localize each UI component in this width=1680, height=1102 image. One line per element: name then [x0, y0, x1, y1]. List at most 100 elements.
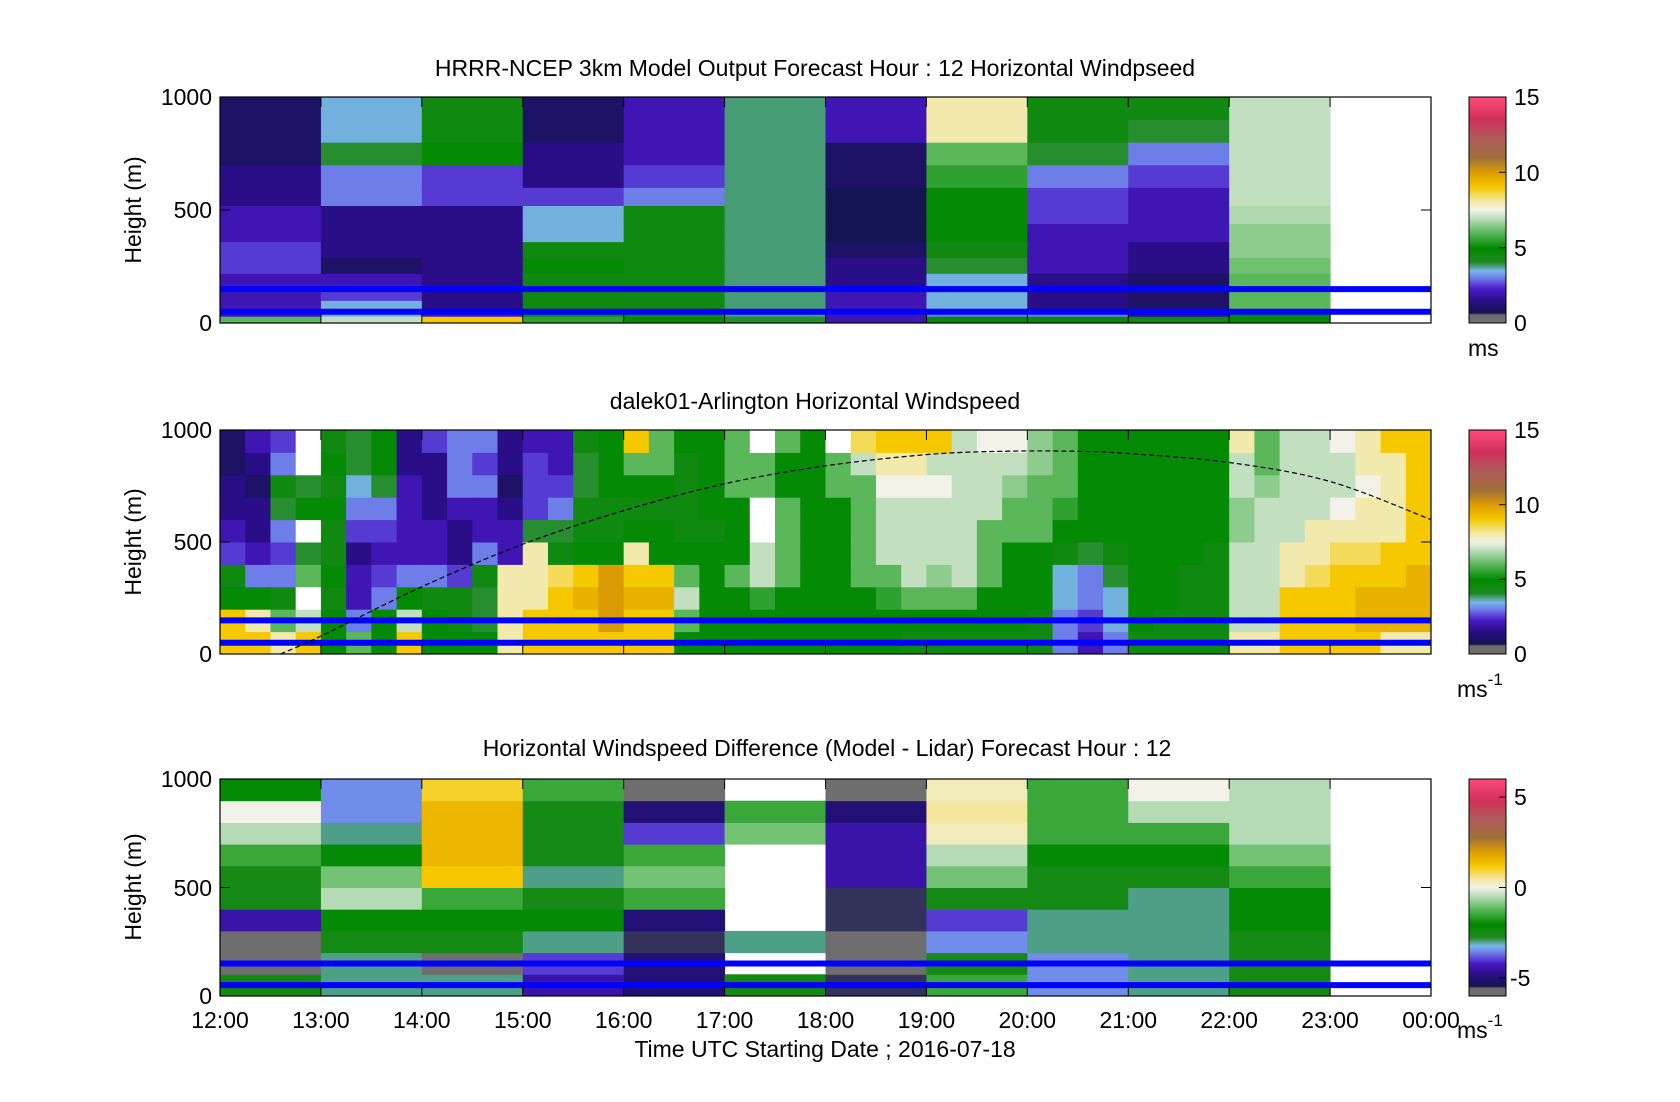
- heatmap-cell: [1229, 241, 1331, 258]
- heatmap-cell: [1229, 257, 1331, 274]
- heatmap-cell: [220, 430, 246, 453]
- heatmap-cell: [320, 142, 423, 166]
- heatmap-cell: [1279, 430, 1306, 453]
- heatmap-cell: [623, 887, 726, 910]
- heatmap-cell: [346, 542, 372, 565]
- heatmap-cell: [573, 586, 599, 610]
- heatmap-cell: [472, 497, 499, 521]
- heatmap-cell: [447, 542, 473, 565]
- heatmap-cell: [724, 430, 751, 453]
- heatmap-cell: [926, 205, 1028, 225]
- heatmap-cell: [1229, 142, 1331, 166]
- heatmap-cell: [674, 564, 700, 588]
- heatmap-cell: [825, 822, 927, 845]
- heatmap-cell: [396, 564, 423, 588]
- heatmap-cell: [421, 97, 524, 121]
- heatmap-cell: [522, 164, 625, 188]
- heatmap-cell: [1304, 497, 1331, 521]
- heatmap-cell: [1128, 909, 1230, 932]
- heatmap-cell: [421, 474, 448, 498]
- heatmap-cell: [1229, 300, 1331, 310]
- heatmap-cell: [850, 497, 877, 521]
- heatmap-cell: [926, 586, 953, 610]
- heatmap-cell: [926, 865, 1028, 888]
- heatmap-cell: [522, 223, 625, 243]
- x-tick-label: 21:00: [1099, 1007, 1157, 1033]
- heatmap-cell: [346, 497, 372, 521]
- colorbar-tick-label: 15: [1514, 417, 1540, 443]
- heatmap-cell: [220, 779, 322, 802]
- heatmap-cell: [320, 241, 423, 258]
- heatmap-cell: [295, 542, 322, 565]
- heatmap-cell: [976, 519, 1003, 543]
- heatmap-cell: [775, 542, 801, 565]
- x-tick-label: 15:00: [494, 1007, 552, 1033]
- heatmap-cell: [421, 119, 524, 143]
- heatmap-cell: [825, 800, 927, 823]
- heatmap-cell: [522, 800, 625, 823]
- heatmap-cell: [775, 430, 801, 453]
- heatmap-cell: [926, 187, 1028, 206]
- colorbar-unit-sup: -1: [1488, 670, 1503, 689]
- heatmap-cell: [421, 142, 524, 166]
- heatmap-cell: [1279, 586, 1306, 610]
- heatmap-cell: [547, 542, 574, 565]
- heatmap-cell: [825, 205, 927, 225]
- heatmap-cell: [522, 909, 625, 932]
- heatmap-cell: [800, 474, 826, 498]
- heatmap-cell: [825, 474, 852, 498]
- heatmap-cell: [1128, 119, 1230, 143]
- heatmap-cell: [1027, 223, 1129, 243]
- heatmap-cell: [648, 586, 675, 610]
- heatmap-cell: [1304, 542, 1331, 565]
- heatmap-cell: [1254, 519, 1281, 543]
- panel-difference: Horizontal Windspeed Difference (Model -…: [120, 735, 1530, 1062]
- heatmap-cell: [1405, 497, 1432, 521]
- heatmap-cell: [1304, 474, 1331, 498]
- heatmap-cell: [295, 430, 322, 453]
- heatmap-cell: [522, 822, 625, 845]
- heatmap-cell: [724, 205, 826, 225]
- heatmap-cell: [1229, 519, 1255, 543]
- heatmap-cell: [699, 542, 726, 565]
- heatmap-cell: [1254, 430, 1281, 453]
- heatmap-cell: [320, 909, 423, 932]
- heatmap-cell: [522, 930, 625, 954]
- heatmap-cell: [775, 474, 801, 498]
- heatmap-cell: [421, 205, 524, 225]
- heatmap-cell: [547, 586, 574, 610]
- heatmap-cell: [245, 564, 271, 588]
- heatmap-cell: [1128, 887, 1230, 910]
- heatmap-cell: [1027, 187, 1129, 206]
- heatmap-cell: [825, 779, 927, 802]
- heatmap-cell: [1254, 474, 1281, 498]
- heatmap-cell: [497, 564, 524, 588]
- heatmap-cell: [1203, 474, 1230, 498]
- heatmap-cell: [623, 452, 650, 476]
- heatmap-cell: [724, 164, 826, 188]
- heatmap-cell: [724, 452, 751, 476]
- heatmap-cell: [1229, 542, 1255, 565]
- heatmap-cell: [598, 430, 625, 453]
- heatmap-cell: [623, 119, 726, 143]
- heatmap-cell: [1380, 497, 1407, 521]
- heatmap-cell: [1229, 497, 1255, 521]
- heatmap-cell: [648, 519, 675, 543]
- heatmap-cell: [396, 452, 423, 476]
- heatmap-cell: [320, 316, 423, 324]
- heatmap-cell: [623, 257, 726, 274]
- heatmap-cell: [1229, 909, 1331, 932]
- heatmap-cell: [926, 474, 953, 498]
- heatmap-cell: [1027, 497, 1054, 521]
- heatmap-cell: [573, 452, 599, 476]
- heatmap-cell: [1304, 586, 1331, 610]
- heatmap-cell: [623, 223, 726, 243]
- heatmap-cell: [749, 430, 776, 453]
- heatmap-cell: [1405, 452, 1432, 476]
- heatmap-cell: [623, 800, 726, 823]
- heatmap-cell: [295, 497, 322, 521]
- heatmap-cell: [1027, 800, 1129, 823]
- heatmap-cell: [547, 430, 574, 453]
- heatmap-cell: [1027, 887, 1129, 910]
- heatmap-cell: [1027, 474, 1054, 498]
